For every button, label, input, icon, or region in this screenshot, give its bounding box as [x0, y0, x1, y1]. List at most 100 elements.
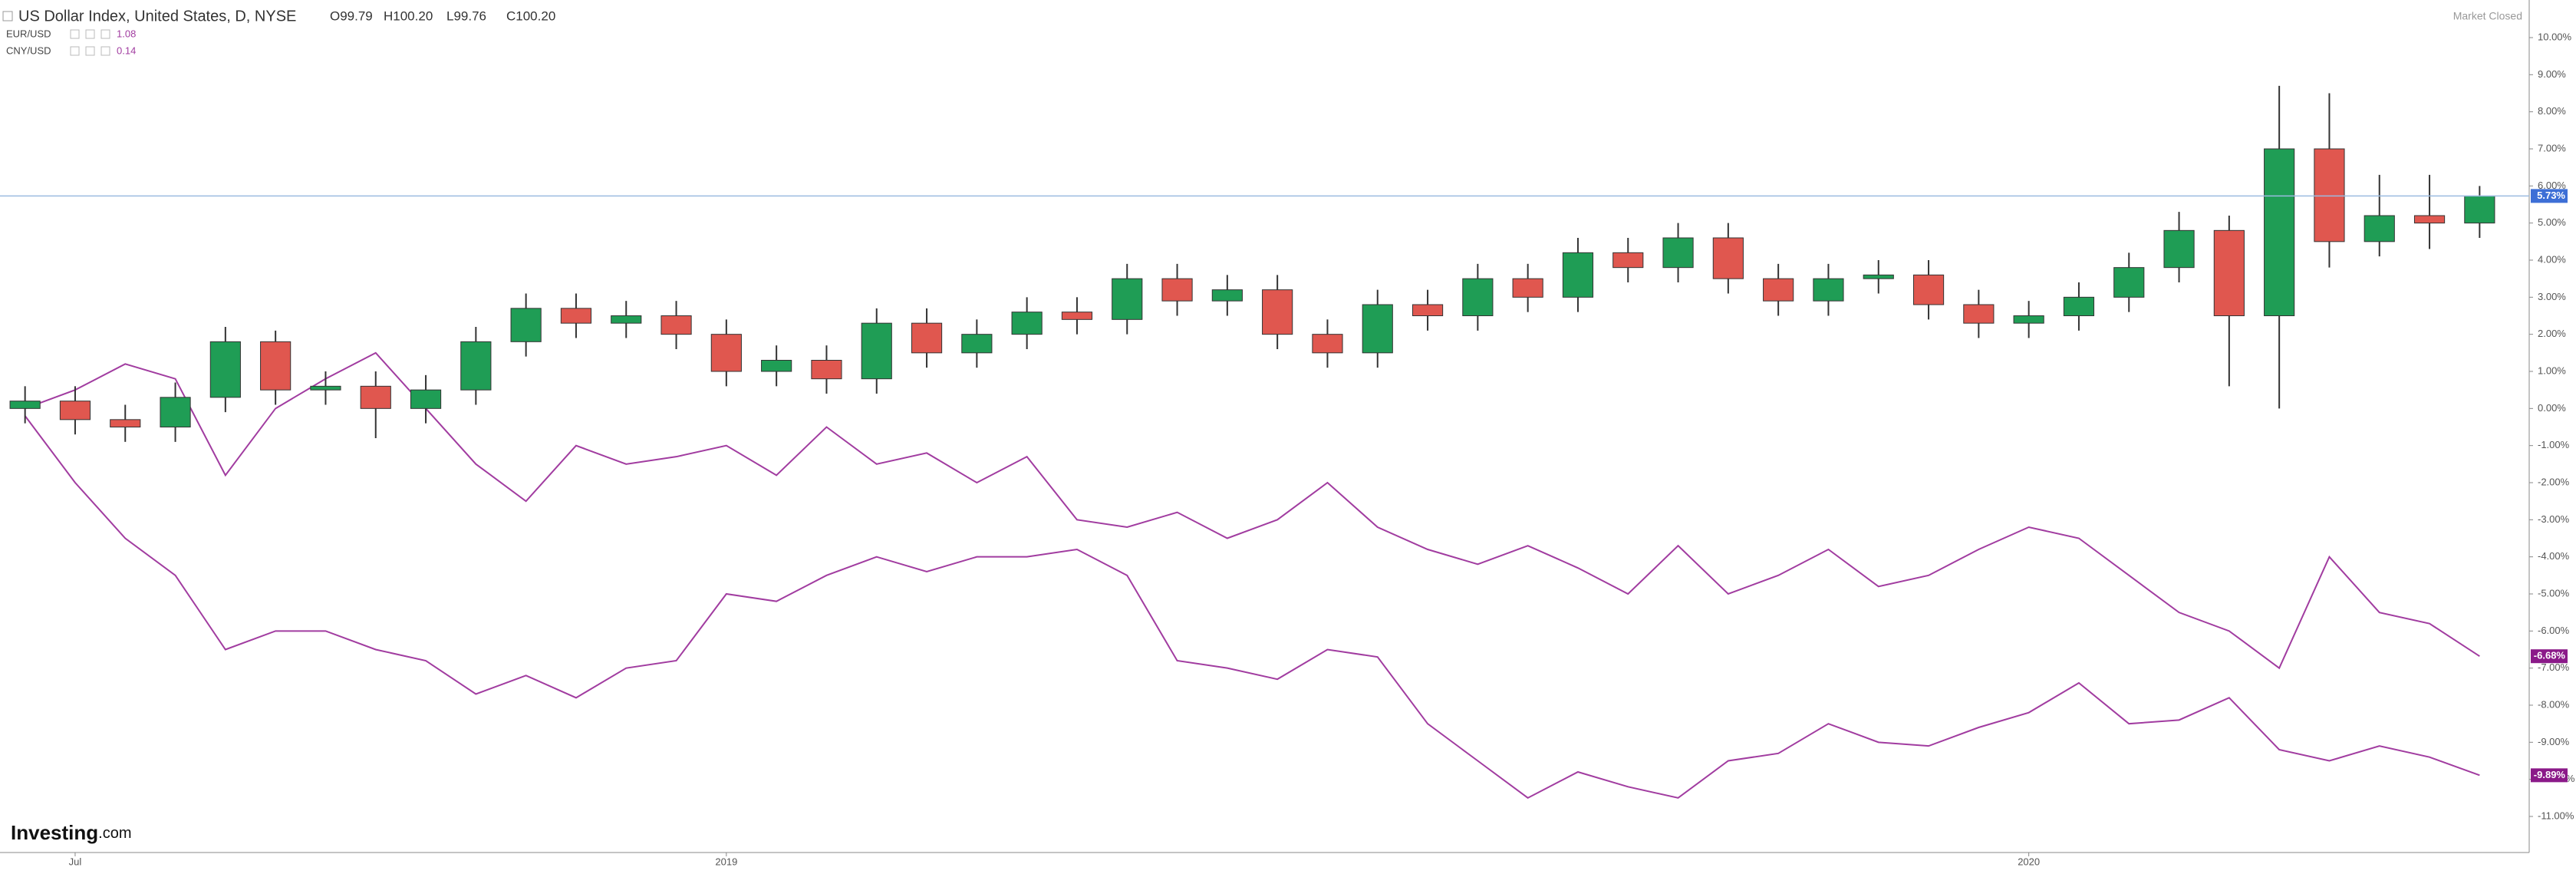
line-series [25, 351, 2480, 670]
candle-body [2163, 229, 2195, 269]
candle-body [410, 389, 442, 409]
candle-body [1912, 274, 1945, 305]
candle-body [2213, 229, 2245, 317]
price-tag [2531, 768, 2568, 783]
candle-body [2314, 148, 2345, 242]
price-tag-label: 5.73% [2537, 190, 2565, 201]
ohlc-quote: C100.20 [506, 8, 555, 23]
candle-body [1412, 304, 1444, 316]
candle-body [560, 308, 592, 324]
candle-body [1061, 312, 1093, 320]
candle-body [2013, 315, 2044, 324]
candle-body [310, 385, 341, 391]
y-tick-label: 10.00% [2538, 31, 2572, 42]
candle-body [1612, 252, 1644, 269]
market-status: Market Closed [2453, 10, 2522, 22]
candle-body [710, 334, 742, 372]
candle-body [2413, 215, 2446, 224]
candle-body [460, 341, 492, 391]
candle-body [1462, 278, 1494, 316]
legend-icon[interactable] [85, 29, 95, 39]
candle-body [660, 315, 692, 335]
y-tick-label: 8.00% [2538, 105, 2566, 117]
brand-suffix: .com [98, 825, 131, 842]
legend-name: EUR/USD [6, 28, 51, 39]
x-tick-label: Jul [69, 856, 82, 867]
candle-body [2063, 296, 2095, 317]
price-tag [2531, 649, 2568, 664]
ohlc-quote: H100.20 [384, 8, 433, 23]
candle-body [1161, 278, 1193, 302]
ohlc-quote: L99.76 [446, 8, 486, 23]
candle-body [160, 397, 191, 427]
candle-body [1262, 289, 1293, 335]
candle-body [1562, 252, 1594, 298]
candle-body [510, 308, 542, 342]
y-tick-label: -6.00% [2538, 625, 2570, 636]
y-tick-label: 5.00% [2538, 216, 2566, 228]
candle-body [1863, 274, 1894, 279]
ohlc-quote: O99.79 [330, 8, 373, 23]
candle-body [861, 322, 892, 380]
candle-body [360, 385, 391, 409]
legend-icon[interactable] [70, 46, 80, 56]
y-tick-label: -1.00% [2538, 439, 2570, 450]
candle-body [2113, 267, 2145, 298]
y-tick-label: 7.00% [2538, 142, 2566, 153]
y-tick-label: 0.00% [2538, 402, 2566, 414]
y-tick-label: -4.00% [2538, 550, 2570, 562]
y-tick-label: -7.00% [2538, 661, 2570, 673]
candle-body [761, 360, 792, 372]
candle-body [110, 419, 141, 427]
y-tick-label: -3.00% [2538, 513, 2570, 525]
candle-body [1963, 304, 1995, 324]
x-tick-label: 2020 [2018, 856, 2040, 867]
candle-body [2264, 148, 2295, 316]
price-tag-label: -9.89% [2534, 769, 2566, 780]
y-tick-label: 2.00% [2538, 328, 2566, 339]
candle-body [1011, 312, 1043, 335]
legend-icon[interactable] [70, 29, 80, 39]
candle-body [1211, 289, 1243, 302]
legend-quote: 0.14 [117, 45, 136, 56]
candle-body [811, 360, 842, 380]
y-tick-label: -2.00% [2538, 476, 2570, 487]
candle-body [1712, 237, 1744, 279]
candle-body [1813, 278, 1844, 302]
candle-body [2364, 215, 2395, 242]
legend-icon[interactable] [100, 46, 110, 56]
legend-quote: 1.08 [117, 28, 136, 39]
candle-body [1362, 304, 1393, 354]
candle-body [1662, 237, 1694, 269]
y-tick-label: 3.00% [2538, 291, 2566, 302]
chart-title: US Dollar Index, United States, D, NYSE [18, 8, 296, 25]
candle-body [911, 322, 943, 354]
legend-icon[interactable] [100, 29, 110, 39]
y-tick-label: -5.00% [2538, 587, 2570, 599]
candle-body [59, 401, 91, 421]
legend-icon[interactable] [85, 46, 95, 56]
candle-body [260, 341, 292, 391]
price-tag [2531, 189, 2568, 203]
line-series [24, 415, 2480, 800]
y-tick-label: -11.00% [2538, 810, 2574, 821]
collapse-icon[interactable] [2, 11, 13, 21]
candle-body [1763, 278, 1794, 302]
y-tick-label: -8.00% [2538, 698, 2570, 710]
candle-body [1312, 334, 1343, 354]
candle-body [2464, 195, 2495, 224]
brand: Investing.com [11, 821, 131, 844]
candle-body [209, 341, 241, 398]
y-tick-label: 6.00% [2538, 180, 2566, 191]
brand-main: Investing [11, 821, 98, 844]
candle-body [9, 401, 41, 409]
y-tick-label: 4.00% [2538, 253, 2566, 265]
y-tick-label: -9.00% [2538, 736, 2570, 747]
price-tag-label: -6.68% [2534, 650, 2566, 661]
legend-name: CNY/USD [6, 45, 51, 56]
candle-body [1512, 278, 1543, 298]
candle-body [961, 334, 993, 354]
